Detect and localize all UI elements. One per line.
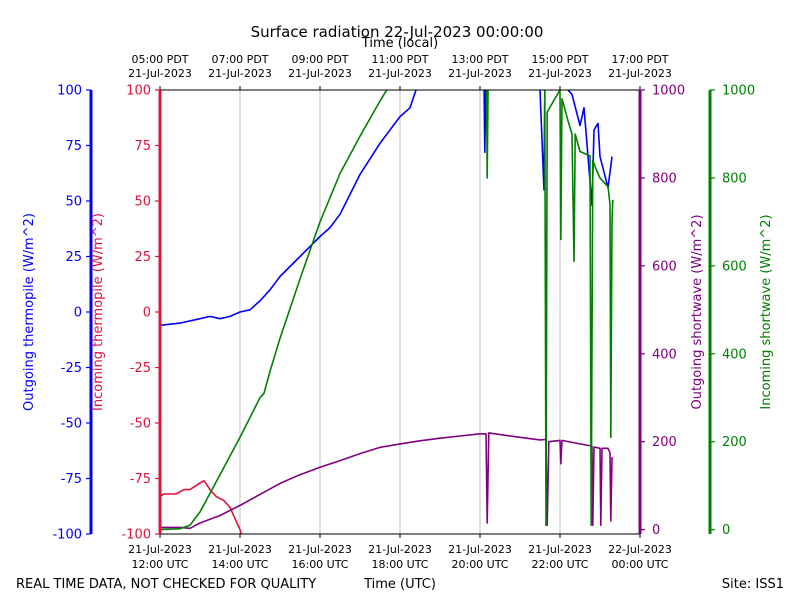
y-tick-label: 75 (65, 139, 82, 154)
series-line-outgoing-thermopile (160, 90, 613, 327)
x-tick-label-local-time: 15:00 PDT (531, 53, 588, 66)
y-tick-label: 75 (134, 139, 151, 154)
x-tick-label-local-time: 13:00 PDT (451, 53, 508, 66)
y-tick-label: 1000 (652, 84, 685, 99)
y-tick-label: 0 (143, 306, 151, 321)
x-tick-label-utc-time: 12:00 UTC (131, 558, 188, 571)
y-tick-label: 400 (652, 347, 677, 362)
y-tick-label: 25 (134, 250, 151, 265)
x-tick-label-utc-time: 22:00 UTC (531, 558, 588, 571)
series-line-incoming-thermopile (160, 479, 242, 534)
x-tick-label-local-date: 21-Jul-2023 (288, 67, 352, 80)
y-tick-label: 0 (74, 306, 82, 321)
x-tick-label-utc-date: 21-Jul-2023 (288, 543, 352, 556)
x-tick-label-utc-date: 21-Jul-2023 (208, 543, 272, 556)
incoming-thermopile-axis-label: Incoming thermopile (W/m^2) (91, 213, 106, 411)
x-tick-label-utc-date: 21-Jul-2023 (128, 543, 192, 556)
y-tick-label: 600 (722, 259, 747, 274)
x-tick-label-local-date: 21-Jul-2023 (208, 67, 272, 80)
y-tick-label: -25 (61, 361, 82, 376)
x-tick-label-utc-date: 21-Jul-2023 (448, 543, 512, 556)
y-tick-label: 50 (65, 195, 82, 210)
bottom-axis-label: Time (UTC) (363, 577, 436, 592)
y-tick-label: 1000 (722, 84, 755, 99)
y-tick-label: -100 (52, 528, 82, 543)
y-tick-label: 0 (652, 523, 660, 538)
y-tick-label: 50 (134, 195, 151, 210)
x-tick-label-local-date: 21-Jul-2023 (128, 67, 192, 80)
outgoing-shortwave-axis-label: Outgoing shortwave (W/m^2) (690, 214, 705, 409)
y-tick-label: -50 (130, 417, 151, 432)
incoming-shortwave-axis-label: Incoming shortwave (W/m^2) (759, 214, 774, 409)
x-tick-label-local-time: 07:00 PDT (211, 53, 268, 66)
y-tick-label: -100 (121, 528, 151, 543)
x-tick-label-utc-date: 21-Jul-2023 (528, 543, 592, 556)
x-tick-label-local-date: 21-Jul-2023 (528, 67, 592, 80)
y-tick-label: 800 (652, 171, 677, 186)
y-tick-label: 100 (57, 84, 82, 99)
y-tick-label: 100 (126, 84, 151, 99)
top-axis-label: Time (local) (361, 36, 438, 51)
y-tick-label: 0 (722, 523, 730, 538)
x-tick-label-utc-time: 16:00 UTC (291, 558, 348, 571)
chart-title: Surface radiation 22-Jul-2023 00:00:00 (251, 23, 544, 41)
y-tick-label: 600 (652, 259, 677, 274)
outgoing-thermopile-axis-label: Outgoing thermopile (W/m^2) (22, 213, 37, 411)
x-tick-label-local-time: 17:00 PDT (611, 53, 668, 66)
x-tick-label-utc-time: 20:00 UTC (451, 558, 508, 571)
x-tick-label-utc-date: 22-Jul-2023 (608, 543, 672, 556)
x-tick-label-utc-time: 14:00 UTC (211, 558, 268, 571)
y-tick-label: 200 (722, 435, 747, 450)
x-tick-label-local-time: 05:00 PDT (131, 53, 188, 66)
y-tick-label: 800 (722, 171, 747, 186)
footer-site: Site: ISS1 (722, 577, 784, 592)
series-lines (160, 90, 614, 534)
series-line-outgoing-shortwave (160, 432, 613, 530)
y-tick-label: 400 (722, 347, 747, 362)
x-tick-label-local-date: 21-Jul-2023 (368, 67, 432, 80)
y-tick-label: 25 (65, 250, 82, 265)
y-tick-label: -50 (61, 417, 82, 432)
series-line-incoming-shortwave (160, 90, 614, 531)
y-tick-label: -75 (61, 472, 82, 487)
x-tick-label-utc-time: 00:00 UTC (611, 558, 668, 571)
y-tick-label: -25 (130, 361, 151, 376)
x-tick-label-utc-date: 21-Jul-2023 (368, 543, 432, 556)
footer-quality-note: REAL TIME DATA, NOT CHECKED FOR QUALITY (16, 577, 316, 592)
y-tick-label: -75 (130, 472, 151, 487)
x-tick-label-local-time: 11:00 PDT (371, 53, 428, 66)
y-tick-label: 200 (652, 435, 677, 450)
x-tick-label-utc-time: 18:00 UTC (371, 558, 428, 571)
x-tick-label-local-date: 21-Jul-2023 (448, 67, 512, 80)
x-tick-label-local-date: 21-Jul-2023 (608, 67, 672, 80)
x-tick-label-local-time: 09:00 PDT (291, 53, 348, 66)
